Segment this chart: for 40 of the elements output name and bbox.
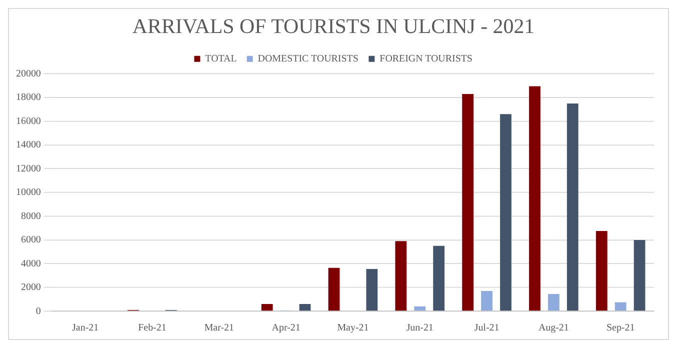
bar <box>366 269 378 311</box>
bar <box>395 241 407 311</box>
bar <box>328 268 340 311</box>
x-tick-label: Jun-21 <box>406 322 434 334</box>
y-tick-label: 2000 <box>21 282 41 294</box>
bar <box>529 86 540 311</box>
bar <box>596 231 608 311</box>
y-tick-label: 0 <box>36 306 41 317</box>
y-tick-label: 14000 <box>16 140 41 151</box>
bar <box>634 240 646 311</box>
chart-title: ARRIVALS OF TOURISTS IN ULCINJ - 2021 <box>132 14 535 38</box>
x-tick-label: Feb-21 <box>138 322 166 334</box>
legend-label: DOMESTIC TOURISTS <box>258 54 358 64</box>
x-tick-label: Apr-21 <box>272 322 300 334</box>
bar <box>261 304 273 311</box>
y-tick-label: 4000 <box>21 258 41 270</box>
bar <box>614 302 626 311</box>
bar <box>481 290 492 311</box>
bar <box>548 294 560 311</box>
y-tick-label: 8000 <box>21 210 41 222</box>
bar <box>462 94 474 311</box>
legend-label: TOTAL <box>205 54 237 64</box>
x-tick-label: Mar-21 <box>204 322 234 334</box>
x-tick-label: May-21 <box>337 322 369 334</box>
bar <box>414 306 426 311</box>
x-tick-label: Jan-21 <box>72 322 99 334</box>
y-tick-label: 16000 <box>16 116 41 127</box>
y-tick-label: 18000 <box>16 92 41 104</box>
y-tick-label: 6000 <box>21 234 41 246</box>
x-tick-label: Sep-21 <box>606 322 635 334</box>
bar <box>566 103 578 311</box>
bar <box>500 114 512 311</box>
legend-label: FOREIGN TOURISTS <box>380 54 472 64</box>
x-tick-label: Jul-21 <box>474 322 500 334</box>
bar <box>433 246 445 311</box>
y-tick-label: 12000 <box>16 163 41 174</box>
y-tick-label: 10000 <box>16 187 41 198</box>
y-tick-label: 20000 <box>16 68 41 80</box>
x-tick-label: Aug-21 <box>538 322 569 334</box>
bar <box>299 304 311 311</box>
